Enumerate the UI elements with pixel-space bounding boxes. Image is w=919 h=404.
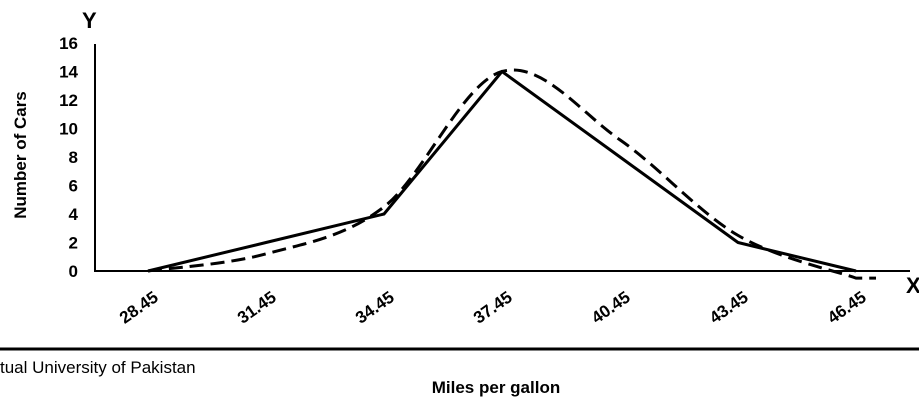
y-tick-label: 6 <box>69 177 78 196</box>
x-tick-labels: 28.45 31.45 34.45 37.45 40.45 43.45 46.45 <box>116 288 870 328</box>
y-axis-letter: Y <box>82 8 97 33</box>
footer-text: tual University of Pakistan <box>0 358 196 377</box>
x-axis-label: Miles per gallon <box>432 378 560 397</box>
y-tick-labels: 0 2 4 6 8 10 12 14 16 <box>59 34 78 281</box>
x-axis-letter: X <box>906 273 919 298</box>
y-tick-label: 10 <box>59 120 78 139</box>
y-tick-label: 14 <box>59 63 78 82</box>
x-tick-label: 40.45 <box>588 288 634 328</box>
y-tick-label: 4 <box>69 205 79 224</box>
x-tick-label: 28.45 <box>116 288 162 328</box>
x-tick-label: 31.45 <box>234 288 280 328</box>
y-tick-label: 12 <box>59 91 78 110</box>
y-tick-label: 8 <box>69 148 78 167</box>
y-tick-label: 2 <box>69 234 78 253</box>
x-tick-label: 34.45 <box>352 288 398 328</box>
y-tick-label: 0 <box>69 262 78 281</box>
x-tick-label: 46.45 <box>824 288 870 328</box>
series-line-dashed <box>147 68 876 280</box>
x-tick-label: 37.45 <box>470 288 516 328</box>
series-lines <box>147 68 876 280</box>
x-tick-label: 43.45 <box>706 288 752 328</box>
y-axis-label: Number of Cars <box>11 91 30 219</box>
y-tick-label: 16 <box>59 34 78 53</box>
